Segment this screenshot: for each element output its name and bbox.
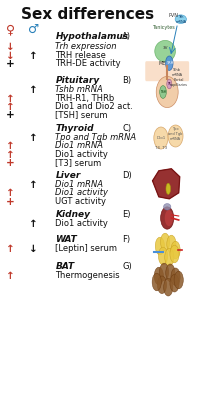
Text: F): F) [122, 235, 130, 244]
Text: ♂: ♂ [28, 23, 39, 36]
Ellipse shape [161, 207, 174, 229]
Circle shape [171, 241, 180, 259]
Circle shape [167, 235, 176, 253]
Ellipse shape [166, 183, 171, 194]
Text: TRH-DE activity: TRH-DE activity [55, 59, 121, 68]
Text: Thyroid: Thyroid [55, 124, 94, 133]
Text: ↑: ↑ [6, 141, 15, 151]
Ellipse shape [175, 15, 186, 24]
Text: Dio1 activity: Dio1 activity [55, 188, 108, 197]
Circle shape [170, 274, 179, 292]
Text: +: + [6, 59, 15, 69]
Ellipse shape [156, 76, 178, 108]
Text: E): E) [122, 210, 131, 219]
Text: ↑: ↑ [6, 150, 15, 160]
Circle shape [166, 56, 173, 70]
Text: Sex differences: Sex differences [21, 7, 154, 22]
Text: Dio1 activity: Dio1 activity [55, 150, 108, 158]
Text: G): G) [122, 262, 132, 271]
Text: Dio1 activity: Dio1 activity [55, 219, 108, 228]
Circle shape [166, 264, 175, 282]
Circle shape [161, 233, 170, 251]
Text: Dio1 mRNA: Dio1 mRNA [55, 180, 103, 189]
Text: Liver: Liver [55, 171, 81, 180]
Text: Dio1 and Dio2 act.: Dio1 and Dio2 act. [55, 102, 133, 111]
Text: Tpo
and Tgb
mRNA: Tpo and Tgb mRNA [168, 127, 183, 141]
Text: [TSH] serum: [TSH] serum [55, 110, 108, 120]
Text: ↑: ↑ [29, 51, 38, 61]
Text: PVN: PVN [168, 13, 178, 18]
Text: +: + [6, 110, 15, 120]
Text: Kidney: Kidney [55, 210, 90, 219]
Text: Tanicytes: Tanicytes [152, 25, 174, 30]
FancyBboxPatch shape [145, 61, 189, 81]
Circle shape [157, 276, 167, 294]
Text: WAT: WAT [55, 235, 77, 244]
Text: TSH: TSH [160, 90, 166, 94]
Text: +: + [6, 197, 15, 207]
Text: Dio1: Dio1 [157, 136, 166, 140]
Text: ↑: ↑ [6, 271, 15, 281]
Text: ↑: ↑ [29, 133, 38, 143]
Polygon shape [153, 169, 180, 199]
Text: 3V: 3V [162, 46, 168, 50]
Text: Trh
mRNA: Trh mRNA [175, 15, 186, 24]
Circle shape [171, 268, 180, 286]
Text: ↑: ↑ [6, 188, 15, 198]
Text: Trh expression: Trh expression [55, 42, 117, 50]
Text: ↓: ↓ [29, 244, 38, 254]
Text: D): D) [122, 171, 132, 180]
Ellipse shape [165, 210, 173, 226]
Text: Thermogenesis: Thermogenesis [55, 271, 120, 280]
Text: T4  T3: T4 T3 [155, 146, 167, 150]
Text: C): C) [122, 124, 131, 133]
Ellipse shape [168, 125, 183, 147]
Text: Tpo and Tgb mRNA: Tpo and Tgb mRNA [55, 133, 136, 142]
Text: ↑: ↑ [29, 180, 38, 190]
Text: ↓: ↓ [6, 42, 15, 52]
Circle shape [160, 86, 166, 98]
Text: ↑: ↑ [29, 219, 38, 229]
Text: A): A) [122, 32, 131, 41]
Text: ↑: ↑ [29, 85, 38, 95]
Text: TR: TR [167, 82, 171, 86]
Text: Portal
capillaries: Portal capillaries [170, 78, 188, 87]
Circle shape [152, 273, 161, 291]
Circle shape [165, 248, 174, 266]
Text: TRH-R1, THRb: TRH-R1, THRb [55, 94, 115, 103]
Circle shape [159, 263, 169, 281]
Circle shape [154, 267, 163, 285]
Text: Hypothalamus: Hypothalamus [55, 32, 129, 41]
Ellipse shape [154, 127, 168, 149]
Text: [T3] serum: [T3] serum [55, 158, 102, 167]
Text: ↑: ↑ [6, 94, 15, 104]
Circle shape [174, 271, 183, 289]
Circle shape [170, 245, 179, 263]
Circle shape [155, 237, 164, 255]
Text: ↓: ↓ [6, 51, 15, 61]
Text: Tshb
mRNA: Tshb mRNA [172, 68, 183, 77]
Text: +: + [6, 158, 15, 168]
Text: B): B) [122, 76, 131, 85]
Text: ↑: ↑ [6, 244, 15, 254]
Text: TRH release: TRH release [55, 51, 106, 60]
Text: Tshb mRNA: Tshb mRNA [55, 85, 103, 94]
Text: ↑: ↑ [6, 102, 15, 112]
Text: [Leptin] serum: [Leptin] serum [55, 244, 117, 253]
Text: ♀: ♀ [6, 23, 15, 36]
Ellipse shape [164, 204, 171, 210]
Circle shape [164, 278, 173, 296]
Text: UGT activity: UGT activity [55, 197, 106, 206]
Text: ME: ME [158, 61, 166, 66]
Text: BAT: BAT [55, 262, 75, 271]
Ellipse shape [155, 40, 176, 62]
Circle shape [167, 79, 172, 89]
Text: Dio1 mRNA: Dio1 mRNA [55, 141, 103, 150]
Circle shape [158, 247, 168, 265]
Text: Pituitary: Pituitary [55, 76, 100, 85]
Text: TRH: TRH [166, 61, 173, 65]
